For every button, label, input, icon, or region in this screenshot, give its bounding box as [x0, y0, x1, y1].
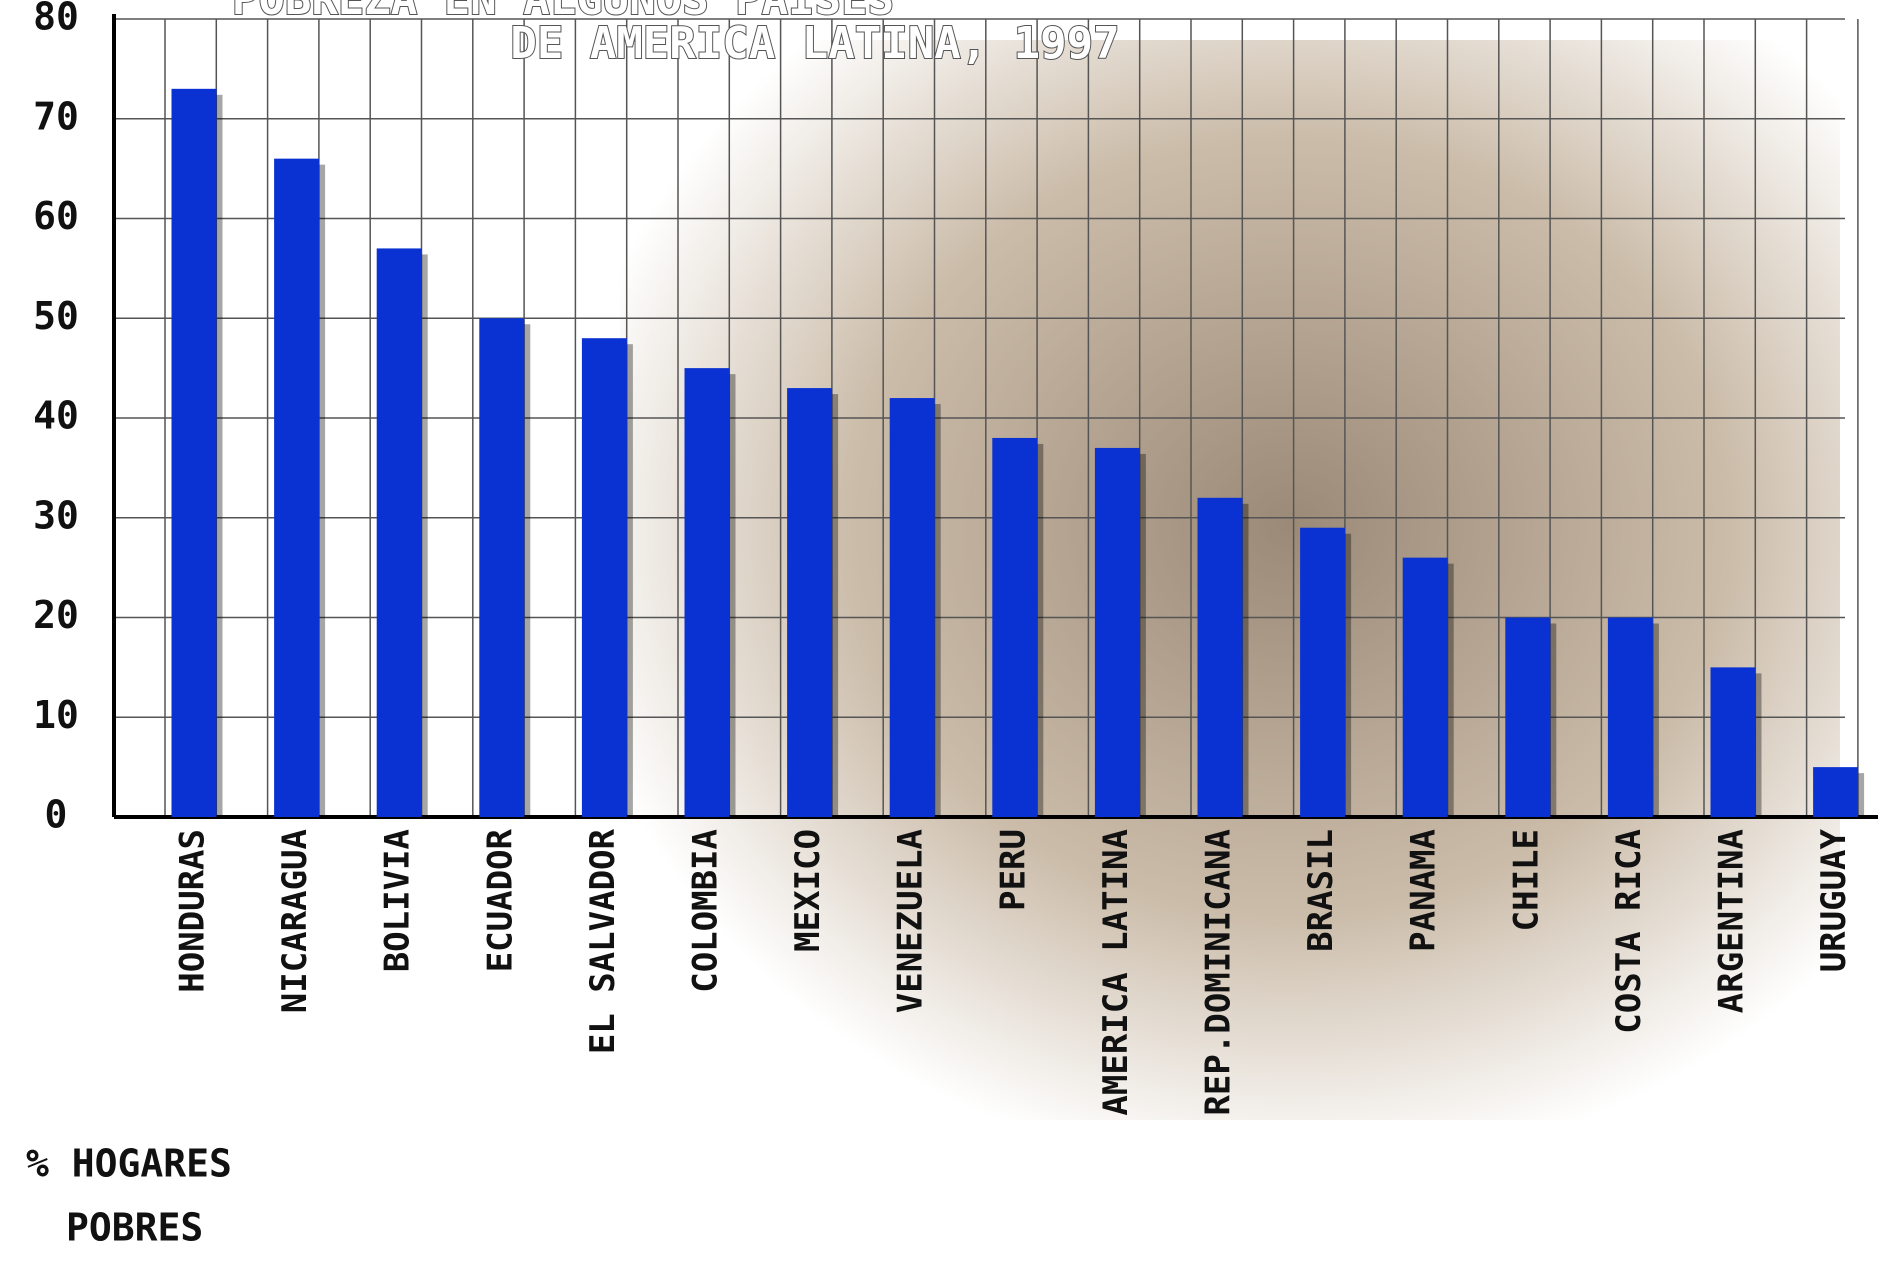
- y-tick-label: 40: [33, 394, 79, 438]
- bar: [1197, 497, 1243, 817]
- bar: [787, 388, 833, 817]
- x-tick-label: VENEZUELA: [891, 829, 931, 1013]
- bar: [479, 318, 525, 817]
- x-tick-label: URUGUAY: [1814, 828, 1854, 972]
- y-tick-label: 60: [33, 194, 79, 238]
- x-tick-label: AMERICA LATINA: [1096, 829, 1136, 1116]
- x-tick-label: NICARAGUA: [275, 829, 315, 1013]
- bar: [1813, 767, 1859, 817]
- bar: [1402, 557, 1448, 817]
- x-tick-label: EL SALVADOR: [583, 828, 623, 1054]
- y-axis-label: POBRES: [66, 1206, 203, 1250]
- x-tick-label: MEXICO: [788, 829, 828, 952]
- bar: [992, 437, 1038, 817]
- x-tick-label: PANAMA: [1404, 829, 1444, 952]
- chart-subtitle: DE AMERICA LATINA, 1997: [510, 18, 1119, 69]
- bar: [1505, 617, 1551, 817]
- bar: [376, 248, 422, 818]
- y-tick-label: 20: [33, 593, 79, 637]
- bar: [171, 88, 217, 817]
- x-tick-label: ECUADOR: [480, 828, 520, 972]
- x-tick-label: COLOMBIA: [686, 829, 726, 993]
- x-tick-label: REP.DOMINICANA: [1199, 829, 1239, 1116]
- y-tick-label: 10: [33, 693, 79, 737]
- chart-title: POBREZA EN ALGUNOS PAISES: [232, 0, 894, 25]
- x-tick-label: CHILE: [1506, 829, 1546, 931]
- bar: [1710, 667, 1756, 817]
- bar: [1094, 447, 1140, 817]
- y-tick-label: 30: [33, 493, 79, 537]
- bar: [1607, 617, 1653, 817]
- x-tick-label: BOLIVIA: [378, 829, 418, 972]
- x-tick-label: ARGENTINA: [1712, 829, 1752, 1013]
- bar: [684, 368, 730, 817]
- bar: [1300, 527, 1346, 817]
- y-tick-label: 0: [45, 793, 68, 837]
- y-axis-label: % HOGARES: [26, 1142, 232, 1186]
- y-tick-label: 80: [33, 0, 79, 39]
- y-tick-label: 70: [33, 94, 79, 138]
- bar: [581, 338, 627, 817]
- bar: [889, 398, 935, 817]
- x-tick-label: COSTA RICA: [1609, 829, 1649, 1034]
- x-tick-label: HONDURAS: [173, 829, 213, 993]
- x-tick-label: BRASIL: [1301, 829, 1341, 952]
- x-tick-label: PERU: [993, 829, 1033, 911]
- bar: [274, 158, 320, 817]
- y-tick-label: 50: [33, 294, 79, 338]
